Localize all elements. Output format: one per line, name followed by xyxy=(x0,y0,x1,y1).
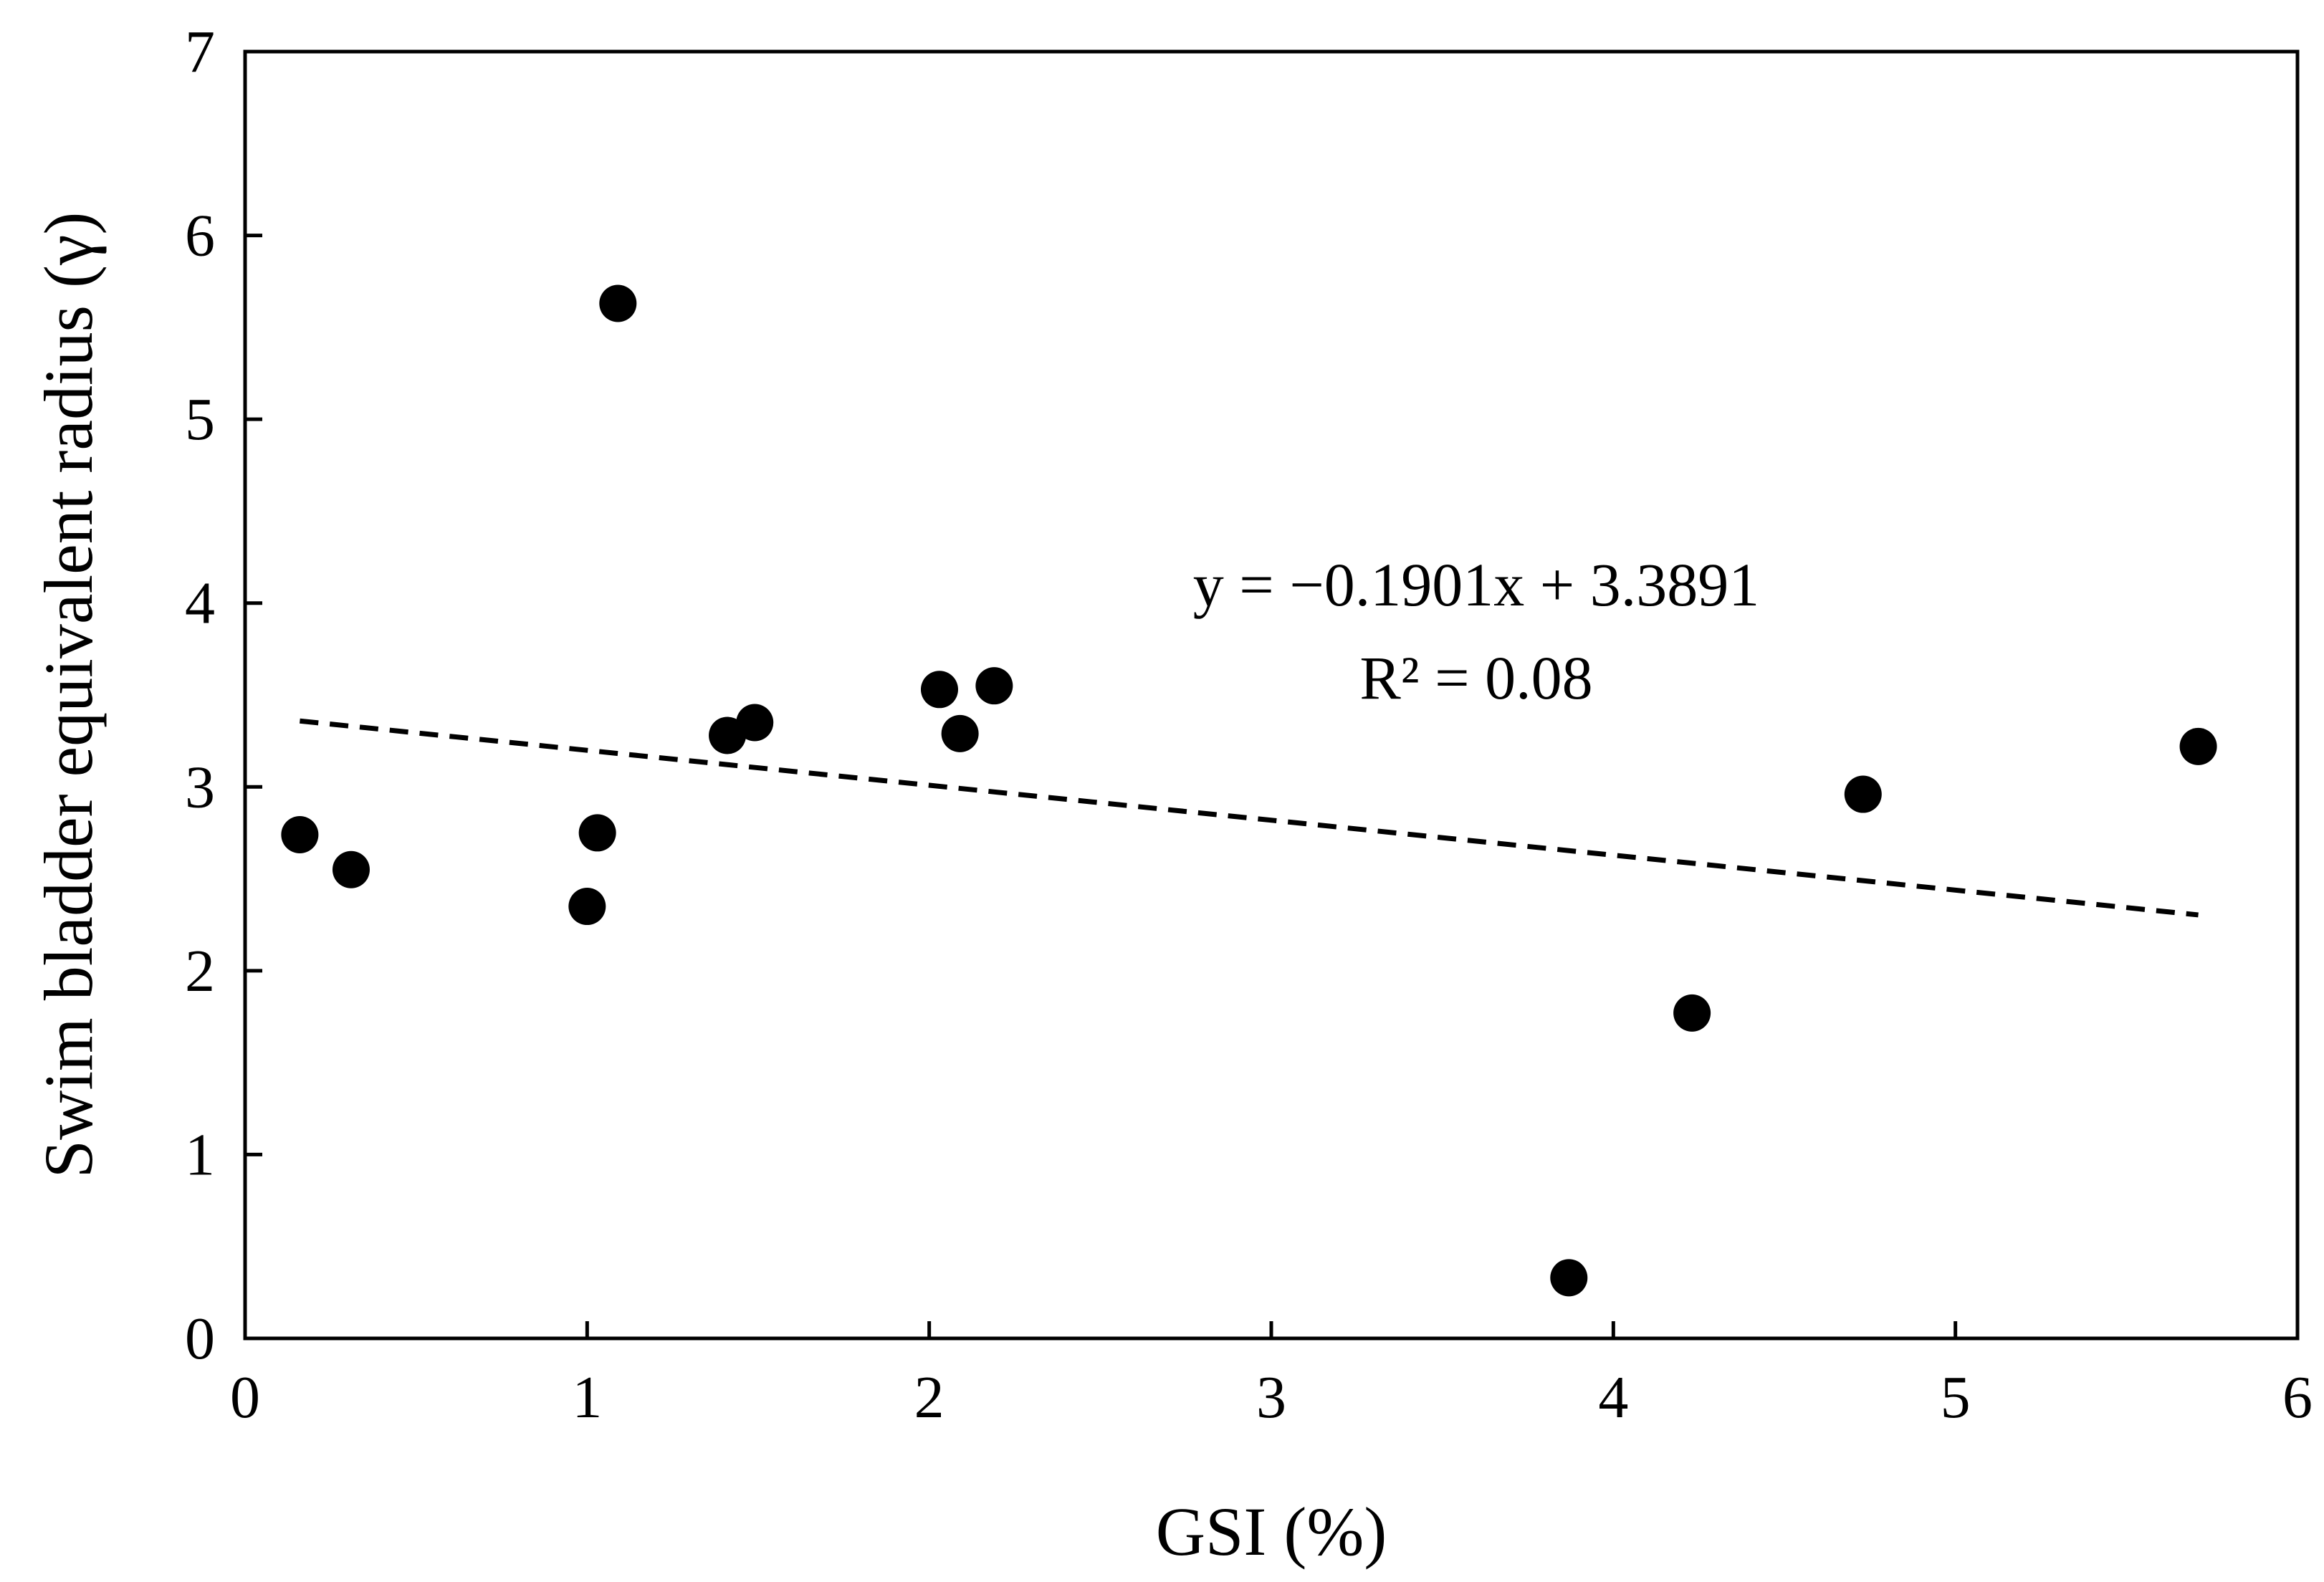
x-tick-label: 2 xyxy=(914,1364,945,1431)
x-tick-label: 5 xyxy=(1941,1364,1971,1431)
data-point xyxy=(281,815,319,853)
r-squared-label: R² = 0.08 xyxy=(1359,643,1592,712)
data-point xyxy=(578,814,616,852)
x-tick-label: 0 xyxy=(230,1364,260,1431)
data-points xyxy=(281,284,2217,1297)
data-point xyxy=(1550,1259,1588,1297)
regression-equation: y = −0.1901x + 3.3891 xyxy=(1193,550,1760,619)
data-point xyxy=(1673,994,1711,1032)
y-axis-ticks: 0 1 2 3 4 5 6 7 xyxy=(185,19,262,1372)
x-tick-label: 1 xyxy=(572,1364,602,1431)
plot-frame xyxy=(243,49,2300,1341)
y-tick-label: 3 xyxy=(185,754,215,820)
data-point xyxy=(599,284,637,322)
x-tick-label: 4 xyxy=(1598,1364,1628,1431)
y-axis-title: Swim bladder equivalent radius (γ) xyxy=(30,212,107,1179)
data-point xyxy=(568,888,606,926)
data-point xyxy=(941,714,979,752)
y-tick-label: 6 xyxy=(185,203,215,269)
y-tick-label: 5 xyxy=(185,386,215,453)
y-tick-label: 2 xyxy=(185,938,215,1005)
y-tick-label: 7 xyxy=(185,19,215,85)
data-point xyxy=(920,671,958,709)
y-tick-label: 4 xyxy=(185,570,215,637)
trendline xyxy=(300,718,2199,918)
y-tick-label: 0 xyxy=(185,1305,215,1372)
y-tick-label: 1 xyxy=(185,1121,215,1188)
data-point xyxy=(1844,775,1882,813)
x-tick-label: 6 xyxy=(2282,1364,2313,1431)
x-axis-ticks: 0 1 2 3 4 5 6 xyxy=(230,1321,2313,1431)
x-tick-label: 3 xyxy=(1256,1364,1286,1431)
data-point xyxy=(736,704,774,742)
x-axis-title: GSI (%) xyxy=(1156,1493,1387,1570)
data-point xyxy=(2179,727,2217,765)
data-point xyxy=(332,850,370,888)
data-point xyxy=(975,667,1013,705)
trendline-group xyxy=(300,718,2199,918)
